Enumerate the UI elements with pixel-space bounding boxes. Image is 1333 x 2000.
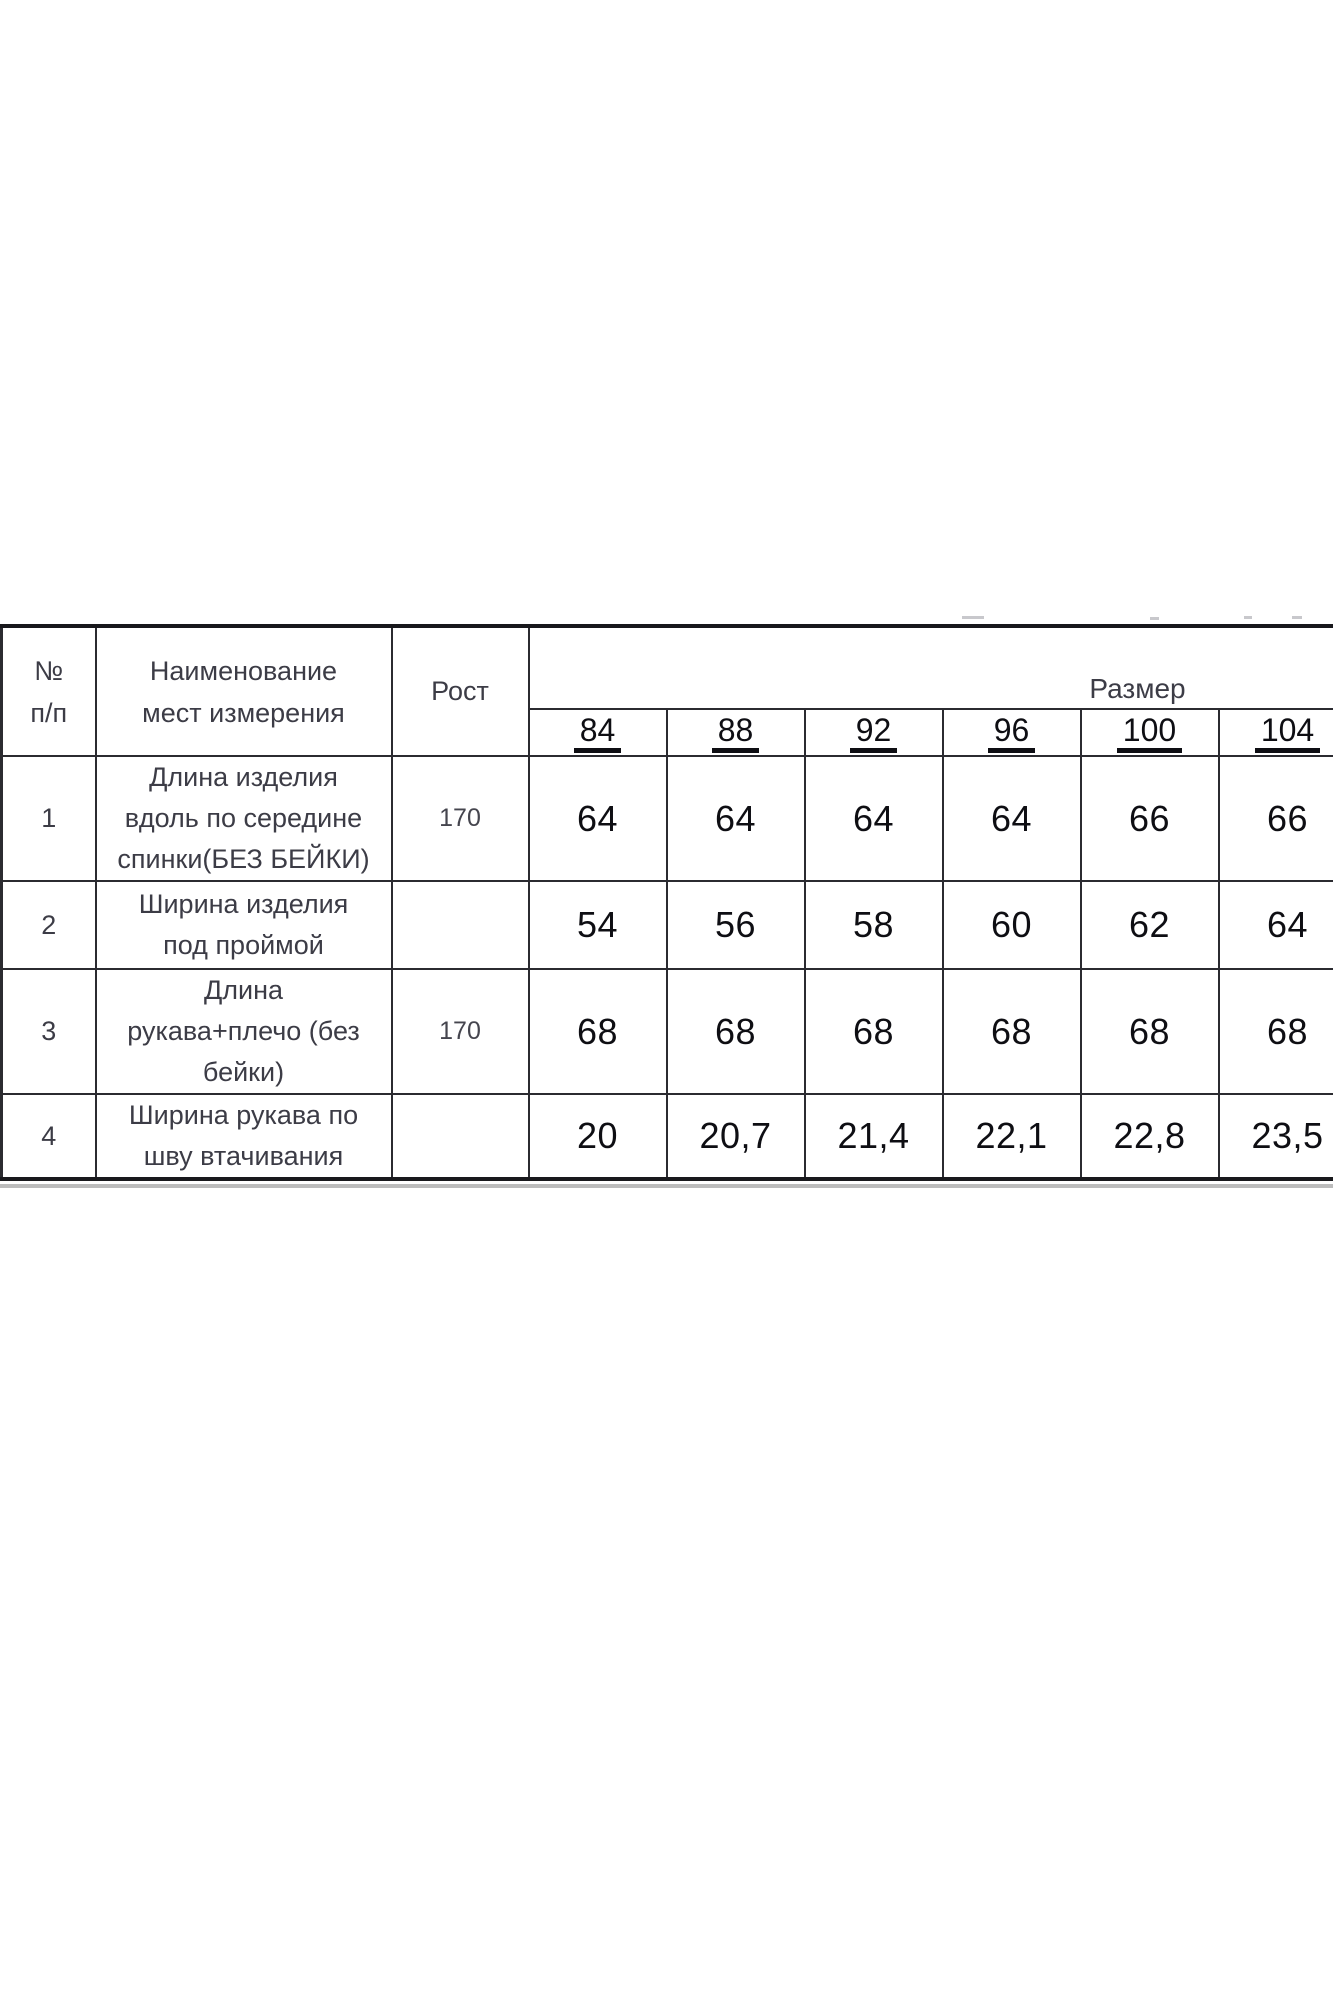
size-chart-table: № п/п Наименование мест измерения Рост Р…: [0, 623, 1333, 1181]
value-cell: 64: [665, 755, 806, 882]
height-value-cell: 170: [390, 755, 530, 882]
value-cell: 68: [527, 968, 668, 1095]
row-number-cell: 1: [0, 755, 97, 882]
value-cell: 58: [803, 880, 944, 970]
header-number-column: № п/п: [0, 624, 97, 757]
value-cell: 22,1: [941, 1093, 1082, 1181]
value-cell: 68: [1217, 968, 1333, 1095]
header-number-line1: №: [34, 655, 64, 686]
size-group-label: Размер: [1089, 673, 1186, 705]
height-value-cell: 170: [390, 968, 530, 1095]
header-size-92: 92: [803, 708, 944, 757]
value-cell: 56: [665, 880, 806, 970]
scan-artifact-dash: [1244, 616, 1252, 619]
table-row: 1 Длина изделия вдоль по середине спинки…: [0, 755, 1333, 882]
table-row: 3 Длина рукава+плечо (без бейки) 170 68 …: [0, 968, 1333, 1095]
header-size-96: 96: [941, 708, 1082, 757]
value-cell: 54: [527, 880, 668, 970]
value-cell: 64: [803, 755, 944, 882]
header-number-line2: п/п: [30, 697, 68, 728]
header-measurement-line1: Наименование: [149, 655, 338, 686]
header-size-group-cell: Размер: [527, 623, 1333, 711]
value-cell: 64: [527, 755, 668, 882]
table-bottom-shadow-line: [0, 1184, 1333, 1188]
value-cell: 68: [803, 968, 944, 1095]
value-cell: 21,4: [803, 1093, 944, 1181]
table-row: 4 Ширина рукава по шву втачивания 20 20,…: [0, 1093, 1333, 1181]
value-cell: 23,5: [1217, 1093, 1333, 1181]
value-cell: 64: [1217, 880, 1333, 970]
value-cell: 66: [1079, 755, 1220, 882]
value-cell: 64: [941, 755, 1082, 882]
value-cell: 68: [665, 968, 806, 1095]
value-cell: 62: [1079, 880, 1220, 970]
value-cell: 60: [941, 880, 1082, 970]
value-cell: 68: [1079, 968, 1220, 1095]
row-number-cell: 4: [0, 1093, 97, 1181]
value-cell: 68: [941, 968, 1082, 1095]
height-value-cell: [390, 880, 530, 970]
value-cell: 20: [527, 1093, 668, 1181]
row-number-cell: 3: [0, 968, 97, 1095]
value-cell: 22,8: [1079, 1093, 1220, 1181]
header-height-column: Рост: [390, 624, 530, 757]
height-value-cell: [390, 1093, 530, 1181]
header-size-88: 88: [665, 708, 806, 757]
size-chart: № п/п Наименование мест измерения Рост Р…: [0, 623, 1333, 1181]
scan-artifact-dash: [962, 616, 984, 619]
scan-artifact-dash: [1292, 616, 1302, 619]
measurement-name-cell: Длина изделия вдоль по середине спинки(Б…: [94, 755, 393, 882]
header-measurement-line2: мест измерения: [142, 697, 345, 728]
header-size-84: 84: [527, 708, 668, 757]
measurement-name-cell: Длина рукава+плечо (без бейки): [94, 968, 393, 1095]
header-measurement-name-column: Наименование мест измерения: [94, 624, 393, 757]
header-size-100: 100: [1079, 708, 1220, 757]
value-cell: 66: [1217, 755, 1333, 882]
value-cell: 20,7: [665, 1093, 806, 1181]
measurement-name-cell: Ширина рукава по шву втачивания: [94, 1093, 393, 1181]
table-row: 2 Ширина изделия под проймой 54 56 58 60…: [0, 880, 1333, 970]
measurement-name-cell: Ширина изделия под проймой: [94, 880, 393, 970]
header-size-104: 104: [1217, 708, 1333, 757]
row-number-cell: 2: [0, 880, 97, 970]
scan-artifact-dash: [1150, 617, 1159, 620]
